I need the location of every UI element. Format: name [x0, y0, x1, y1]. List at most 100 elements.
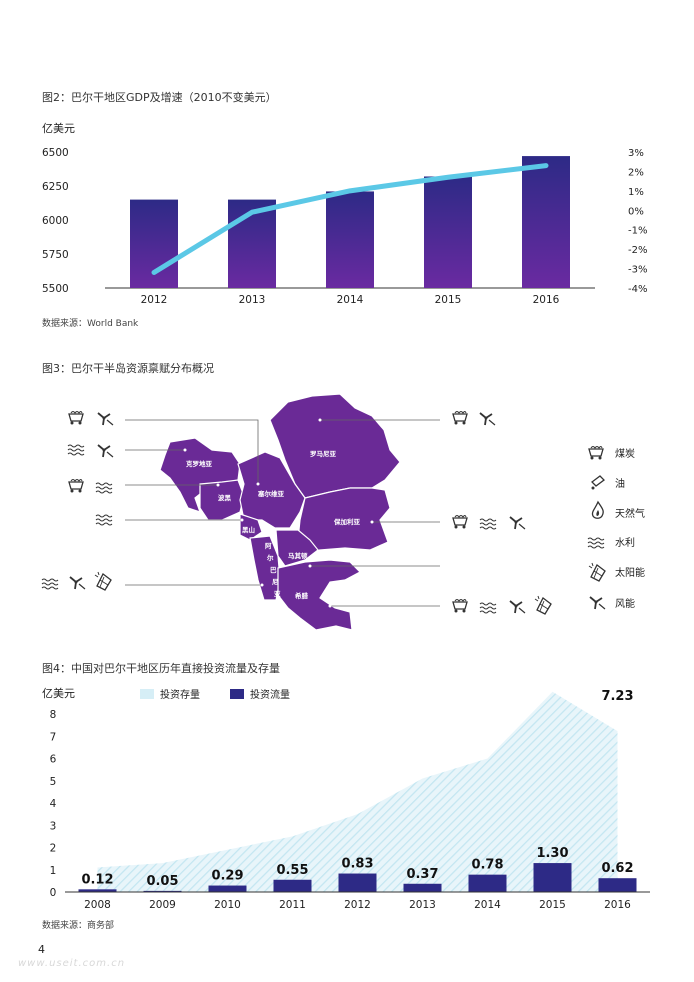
gdp-bar [522, 156, 570, 288]
fig2-source: 数据来源：World Bank [42, 319, 139, 329]
resources-right [452, 410, 552, 615]
legend-stock-label: 投资存量 [160, 690, 200, 701]
flow-bar [208, 885, 247, 892]
flow-data-label: 0.05 [146, 874, 178, 889]
flow-data-label: 0.55 [276, 863, 308, 878]
wind-turbine-icon [589, 596, 606, 610]
solar-panel-icon [534, 595, 552, 615]
macedonia-region [275, 529, 319, 567]
x-tick-label: 2016 [604, 899, 631, 911]
stock-area [97, 691, 618, 892]
resources-left [41, 410, 114, 591]
svg-text:克罗地亚: 克罗地亚 [185, 459, 213, 468]
y-tick-label: 6250 [42, 181, 69, 193]
flow-bar [273, 879, 312, 892]
flow-bar [533, 863, 572, 892]
watermark: www.useit.com.cn [18, 958, 126, 969]
x-tick-label: 2014 [337, 294, 364, 306]
solar-panel-icon [94, 571, 112, 591]
serbia-region [237, 451, 306, 529]
wind-turbine-icon [479, 412, 496, 426]
water-waves-icon [587, 537, 605, 549]
legend-label-solar: 太阳能 [615, 566, 645, 579]
y-tick-label: 5500 [42, 283, 69, 295]
flow-bar [468, 874, 507, 892]
coal-cart-icon [588, 445, 604, 461]
y2-tick-label: 1% [628, 187, 644, 198]
y-tick-label: 6000 [42, 215, 69, 227]
y2-tick-label: -4% [628, 284, 647, 295]
y-tick-label: 2 [50, 843, 57, 855]
gdp-bar [424, 176, 472, 288]
wind-turbine-icon [69, 576, 86, 590]
x-tick-label: 2008 [84, 899, 111, 911]
wind-turbine-icon [97, 412, 114, 426]
x-tick-label: 2009 [149, 899, 176, 911]
oil-can-icon [591, 475, 605, 490]
svg-text:罗马尼亚: 罗马尼亚 [310, 449, 337, 458]
y-tick-label: 4 [50, 798, 57, 810]
legend-stock: 投资存量 [140, 686, 200, 701]
fig2-unit-label: 亿美元 [42, 122, 75, 135]
growth-line [151, 163, 549, 275]
water-waves-icon [95, 514, 113, 526]
legend-flow: 投资流量 [230, 686, 290, 701]
y-tick-label: 0 [50, 887, 57, 899]
flow-bar [78, 889, 117, 892]
wind-turbine-icon [97, 444, 114, 458]
legend-flow-swatch [230, 688, 244, 699]
bosnia-region [199, 479, 245, 521]
fig2-title: 图2：巴尔干地区GDP及增速（2010不变美元） [42, 91, 277, 104]
water-waves-icon [479, 602, 497, 614]
callout-lines [125, 419, 440, 607]
y2-tick-label: -2% [628, 245, 647, 256]
flow-bar [338, 873, 377, 892]
legend-label-gas: 天然气 [615, 507, 645, 520]
fig4-title: 图4：中国对巴尔干地区历年直接投资流量及存量 [42, 662, 280, 675]
legend-label-wind: 风能 [615, 597, 635, 610]
coal-cart-icon [452, 598, 468, 614]
svg-text:保加利亚: 保加利亚 [333, 517, 361, 526]
legend-label-water: 水利 [615, 537, 635, 549]
svg-text:波黑: 波黑 [218, 493, 232, 502]
flow-data-label: 1.30 [536, 846, 568, 861]
gdp-bar [326, 191, 374, 288]
flow-bar [598, 878, 637, 892]
flow-data-label: 0.37 [406, 867, 438, 882]
y-tick-label: 5750 [42, 249, 69, 261]
svg-text:希腊: 希腊 [295, 591, 309, 600]
y-tick-label: 6500 [42, 147, 69, 159]
svg-text:阿: 阿 [265, 541, 272, 550]
x-tick-label: 2012 [141, 294, 168, 306]
svg-text:亚: 亚 [274, 590, 281, 598]
x-tick-label: 2015 [539, 899, 566, 911]
y-tick-label: 3 [50, 820, 57, 832]
flow-data-label: 0.62 [601, 861, 633, 876]
montenegro-region [239, 513, 263, 541]
svg-text:黑山: 黑山 [242, 525, 255, 534]
y2-tick-label: 0% [628, 206, 644, 217]
svg-text:尼: 尼 [272, 577, 279, 586]
fig3-title: 图3：巴尔干半岛资源禀赋分布概况 [42, 362, 214, 375]
x-tick-label: 2010 [214, 899, 241, 911]
map-labels: 罗马尼亚 克罗地亚 塞尔维亚 波黑 保加利亚 黑山 马其顿 阿 尔 巴 尼 亚 … [185, 449, 361, 600]
coal-cart-icon [452, 514, 468, 530]
investment-chart: 0 1 2 3 4 5 6 7 8 0.12 2008 0.05 2009 0.29 2010 0.55 201… [50, 689, 650, 911]
x-tick-label: 2011 [279, 899, 306, 911]
map-shape [159, 393, 401, 631]
svg-text:巴: 巴 [270, 566, 277, 574]
flow-data-label: 0.12 [81, 872, 113, 887]
water-waves-icon [479, 518, 497, 530]
gas-flame-icon [591, 500, 604, 519]
coal-cart-icon [452, 410, 468, 426]
water-waves-icon [67, 444, 85, 456]
legend-stock-swatch [140, 688, 154, 699]
flow-data-label: 0.29 [211, 869, 243, 884]
x-tick-label: 2012 [344, 899, 371, 911]
x-tick-label: 2016 [533, 294, 560, 306]
water-waves-icon [41, 578, 59, 590]
y2-tick-label: -3% [628, 265, 647, 276]
gdp-chart: 5500 5750 6000 6250 6500 3% 2% 1% 0% -1% -2% -3% -4%… [42, 147, 647, 306]
solar-panel-icon [588, 562, 606, 582]
legend-label-oil: 油 [615, 477, 625, 490]
